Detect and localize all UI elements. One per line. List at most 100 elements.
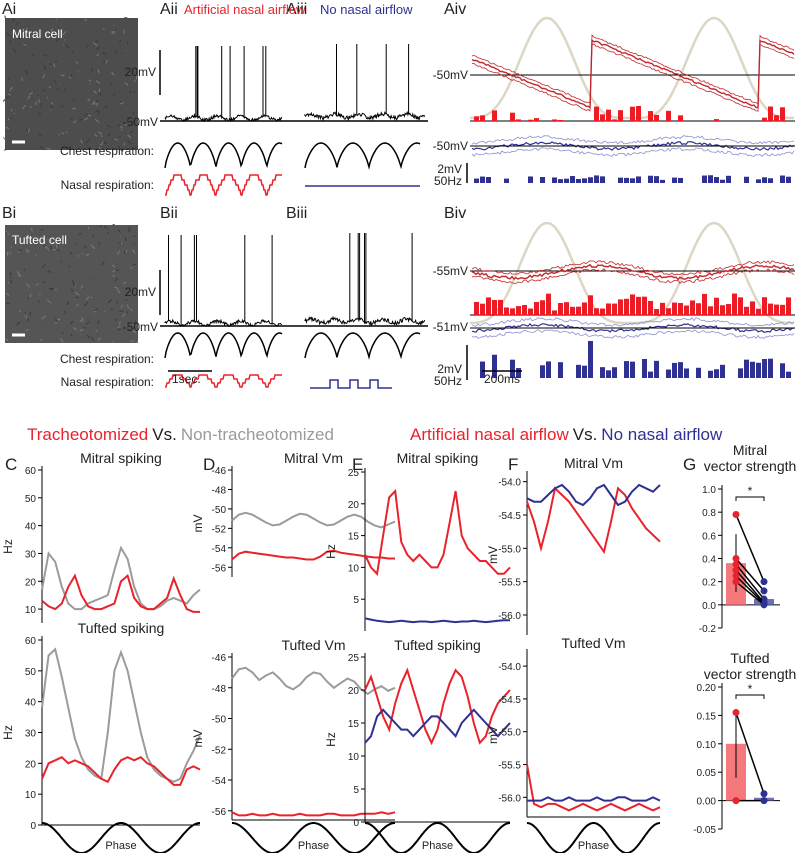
texture [55, 18, 58, 21]
baseline-label: -50mV [433, 68, 468, 82]
histogram-bar [510, 359, 515, 378]
histogram-bar [480, 361, 485, 378]
texture [129, 90, 132, 94]
texture [132, 320, 137, 325]
pair-line [735, 575, 765, 605]
texture [17, 274, 22, 278]
trace [304, 142, 421, 170]
texture [10, 117, 13, 120]
texture [40, 228, 44, 231]
histogram-bar [504, 307, 509, 315]
texture [97, 337, 102, 341]
y-tick-label: -52 [212, 524, 227, 535]
y-tick-label: 10 [348, 563, 360, 574]
trace [304, 44, 426, 122]
texture [25, 249, 30, 252]
texture [121, 52, 123, 55]
y-tick-label: -50 [212, 715, 227, 726]
histogram-bar [696, 303, 701, 315]
texture [97, 69, 100, 74]
texture [132, 111, 135, 115]
texture [79, 319, 83, 323]
texture [50, 28, 54, 32]
texture [36, 283, 40, 286]
y-tick-label: 30 [25, 729, 37, 740]
texture [112, 274, 115, 278]
series-line [41, 545, 201, 611]
y-tick-label: 50 [25, 667, 37, 678]
texture [58, 318, 61, 321]
texture [126, 324, 129, 327]
texture [73, 120, 77, 124]
texture [112, 223, 115, 226]
y-tick-label: -56 [212, 563, 227, 574]
texture [3, 148, 7, 151]
texture [13, 238, 18, 240]
texture [111, 71, 115, 76]
trace [471, 263, 795, 281]
texture [34, 253, 37, 256]
texture [5, 338, 9, 342]
texture [90, 67, 93, 72]
histogram-bar [594, 106, 599, 121]
y-tick-label: 0.00 [697, 797, 717, 808]
texture [111, 264, 116, 268]
texture [114, 50, 118, 55]
texture [47, 249, 50, 251]
data-point [732, 566, 740, 574]
texture [57, 27, 61, 29]
trace [164, 46, 283, 123]
histogram-bar [516, 306, 521, 315]
texture [41, 315, 46, 320]
series-line [527, 796, 661, 802]
texture [116, 288, 121, 294]
texture [73, 98, 76, 101]
texture [132, 323, 135, 327]
texture [2, 99, 6, 102]
texture [26, 129, 29, 133]
texture [46, 299, 52, 304]
histogram-bar [720, 305, 725, 315]
texture [31, 53, 35, 57]
texture [102, 61, 105, 63]
texture [106, 231, 109, 235]
histogram-bar [576, 306, 581, 315]
histogram-bar [594, 308, 599, 315]
texture [54, 321, 58, 324]
texture [110, 307, 113, 311]
panel-label: Bii [160, 205, 178, 222]
texture [119, 148, 124, 152]
trace [165, 174, 282, 196]
histogram-bar [492, 354, 497, 378]
texture [68, 75, 72, 79]
trace [164, 142, 283, 169]
header-part: Non-tracheotomized [181, 425, 334, 444]
texture [72, 107, 76, 110]
texture [62, 31, 67, 36]
texture [92, 234, 95, 239]
histogram-bar [558, 119, 563, 121]
micrograph [5, 18, 138, 150]
texture [27, 128, 30, 133]
texture [112, 269, 116, 273]
trace-label: Nasal respiration: [61, 178, 154, 192]
texture [125, 298, 128, 302]
texture [127, 119, 131, 122]
histogram-bar [750, 361, 755, 378]
histogram-bar [774, 115, 779, 121]
histogram-bar [624, 361, 629, 378]
texture [26, 283, 31, 288]
histogram-bar [600, 176, 605, 183]
texture [126, 41, 129, 45]
texture [6, 32, 11, 37]
histogram-bar [600, 114, 605, 121]
histogram-bar [702, 175, 707, 183]
texture [75, 243, 77, 245]
y-tick-label: -50 [212, 505, 227, 516]
texture [109, 82, 113, 85]
panel-label: Bi [2, 205, 16, 222]
texture [65, 131, 68, 134]
histogram-bar [504, 178, 509, 183]
histogram-bar [540, 300, 545, 315]
texture [7, 93, 11, 96]
